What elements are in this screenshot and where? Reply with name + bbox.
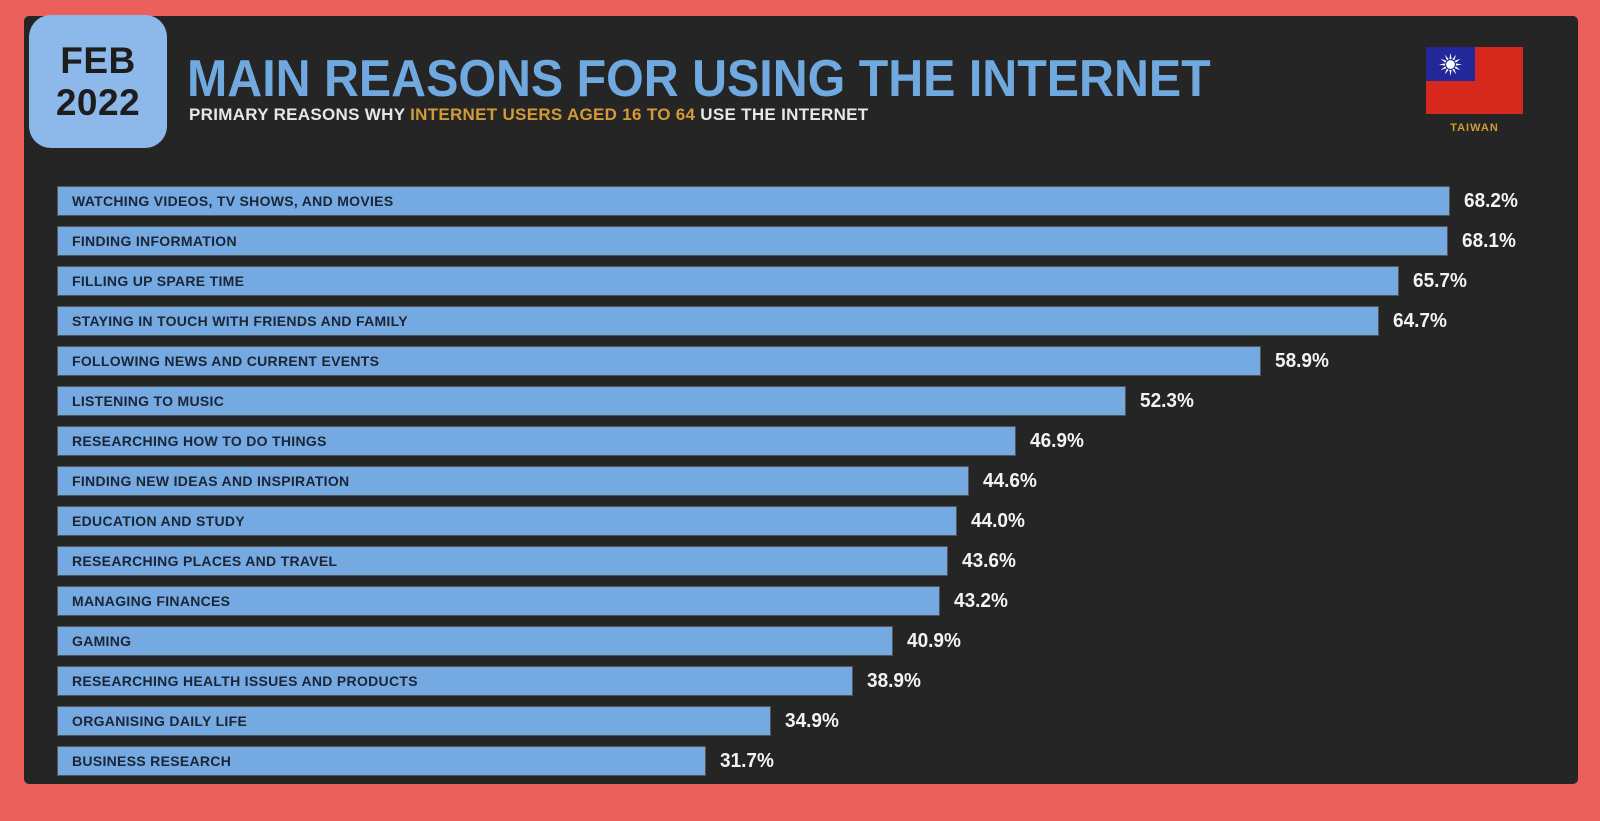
bar-category-label: FILLING UP SPARE TIME xyxy=(72,273,245,289)
bar-category-label: WATCHING VIDEOS, TV SHOWS, AND MOVIES xyxy=(72,193,394,209)
bar-row: FINDING INFORMATION 68.1% xyxy=(58,227,1558,255)
bar: FILLING UP SPARE TIME xyxy=(58,267,1398,295)
bar-row: FINDING NEW IDEAS AND INSPIRATION 44.6% xyxy=(58,467,1558,495)
bar-value-label: 43.2% xyxy=(954,589,1008,612)
bar-category-label: EDUCATION AND STUDY xyxy=(72,513,245,529)
bar-value-label: 46.9% xyxy=(1030,429,1084,452)
bar-category-label: FINDING INFORMATION xyxy=(72,233,237,249)
bar-row: FILLING UP SPARE TIME 65.7% xyxy=(58,267,1558,295)
bar-row: EDUCATION AND STUDY 44.0% xyxy=(58,507,1558,535)
country-label: TAIWAN xyxy=(1450,122,1499,134)
bar-row: GAMING 40.9% xyxy=(58,627,1558,655)
bar-category-label: BUSINESS RESEARCH xyxy=(72,753,232,769)
bar: ORGANISING DAILY LIFE xyxy=(58,707,770,735)
bar-category-label: FINDING NEW IDEAS AND INSPIRATION xyxy=(72,473,350,489)
bar-category-label: LISTENING TO MUSIC xyxy=(72,393,225,409)
bar: STAYING IN TOUCH WITH FRIENDS AND FAMILY xyxy=(58,307,1378,335)
bar: RESEARCHING HEALTH ISSUES AND PRODUCTS xyxy=(58,667,852,695)
bar-value-label: 44.0% xyxy=(971,509,1025,532)
subtitle-prefix: PRIMARY REASONS WHY xyxy=(189,105,411,124)
flag-canton xyxy=(1426,47,1475,81)
bar-category-label: RESEARCHING HOW TO DO THINGS xyxy=(72,433,327,449)
bar-value-label: 68.1% xyxy=(1462,229,1516,252)
bar-row: MANAGING FINANCES 43.2% xyxy=(58,587,1558,615)
bar: EDUCATION AND STUDY xyxy=(58,507,956,535)
bar-value-label: 58.9% xyxy=(1275,349,1329,372)
bar-row: WATCHING VIDEOS, TV SHOWS, AND MOVIES 68… xyxy=(58,187,1558,215)
bar-value-label: 38.9% xyxy=(867,669,921,692)
bar-category-label: ORGANISING DAILY LIFE xyxy=(72,713,248,729)
bar-category-label: FOLLOWING NEWS AND CURRENT EVENTS xyxy=(72,353,380,369)
bar: GAMING xyxy=(58,627,892,655)
taiwan-flag xyxy=(1426,47,1523,114)
bar: FOLLOWING NEWS AND CURRENT EVENTS xyxy=(58,347,1260,375)
bar-value-label: 52.3% xyxy=(1140,389,1194,412)
subtitle-suffix: USE THE INTERNET xyxy=(695,105,869,124)
bar: WATCHING VIDEOS, TV SHOWS, AND MOVIES xyxy=(58,187,1449,215)
bar-category-label: GAMING xyxy=(72,633,132,649)
bar: LISTENING TO MUSIC xyxy=(58,387,1125,415)
bar-row: STAYING IN TOUCH WITH FRIENDS AND FAMILY… xyxy=(58,307,1558,335)
bar: FINDING NEW IDEAS AND INSPIRATION xyxy=(58,467,968,495)
page-title: MAIN REASONS FOR USING THE INTERNET xyxy=(187,50,1211,108)
bar-value-label: 44.6% xyxy=(983,469,1037,492)
bar: RESEARCHING PLACES AND TRAVEL xyxy=(58,547,947,575)
bar-row: RESEARCHING HOW TO DO THINGS 46.9% xyxy=(58,427,1558,455)
flag-sun-icon xyxy=(1438,52,1463,76)
bar-value-label: 40.9% xyxy=(907,629,961,652)
bar-value-label: 34.9% xyxy=(785,709,839,732)
bar-chart: WATCHING VIDEOS, TV SHOWS, AND MOVIES 68… xyxy=(58,187,1558,787)
bar: BUSINESS RESEARCH xyxy=(58,747,705,775)
bar-value-label: 64.7% xyxy=(1393,309,1447,332)
bar-row: LISTENING TO MUSIC 52.3% xyxy=(58,387,1558,415)
bar-row: FOLLOWING NEWS AND CURRENT EVENTS 58.9% xyxy=(58,347,1558,375)
page-subtitle: PRIMARY REASONS WHY INTERNET USERS AGED … xyxy=(189,105,869,125)
bar-value-label: 65.7% xyxy=(1413,269,1467,292)
bar-row: ORGANISING DAILY LIFE 34.9% xyxy=(58,707,1558,735)
bar-category-label: RESEARCHING PLACES AND TRAVEL xyxy=(72,553,338,569)
bar-row: BUSINESS RESEARCH 31.7% xyxy=(58,747,1558,775)
bar-category-label: STAYING IN TOUCH WITH FRIENDS AND FAMILY xyxy=(72,313,408,329)
subtitle-highlight: INTERNET USERS AGED 16 TO 64 xyxy=(410,105,696,124)
date-badge: FEB 2022 xyxy=(29,15,167,148)
bar: MANAGING FINANCES xyxy=(58,587,939,615)
date-badge-year: 2022 xyxy=(55,81,141,123)
bar-row: RESEARCHING HEALTH ISSUES AND PRODUCTS 3… xyxy=(58,667,1558,695)
bar-value-label: 43.6% xyxy=(962,549,1016,572)
bar-category-label: RESEARCHING HEALTH ISSUES AND PRODUCTS xyxy=(72,673,418,689)
bar: FINDING INFORMATION xyxy=(58,227,1447,255)
bar-row: RESEARCHING PLACES AND TRAVEL 43.6% xyxy=(58,547,1558,575)
country-flag-block: TAIWAN xyxy=(1426,47,1523,134)
infographic-panel: FEB 2022 MAIN REASONS FOR USING THE INTE… xyxy=(24,15,1578,787)
bar: RESEARCHING HOW TO DO THINGS xyxy=(58,427,1015,455)
bar-category-label: MANAGING FINANCES xyxy=(72,593,231,609)
date-badge-month: FEB xyxy=(60,40,136,82)
bar-value-label: 68.2% xyxy=(1464,189,1518,212)
bar-value-label: 31.7% xyxy=(720,749,774,772)
